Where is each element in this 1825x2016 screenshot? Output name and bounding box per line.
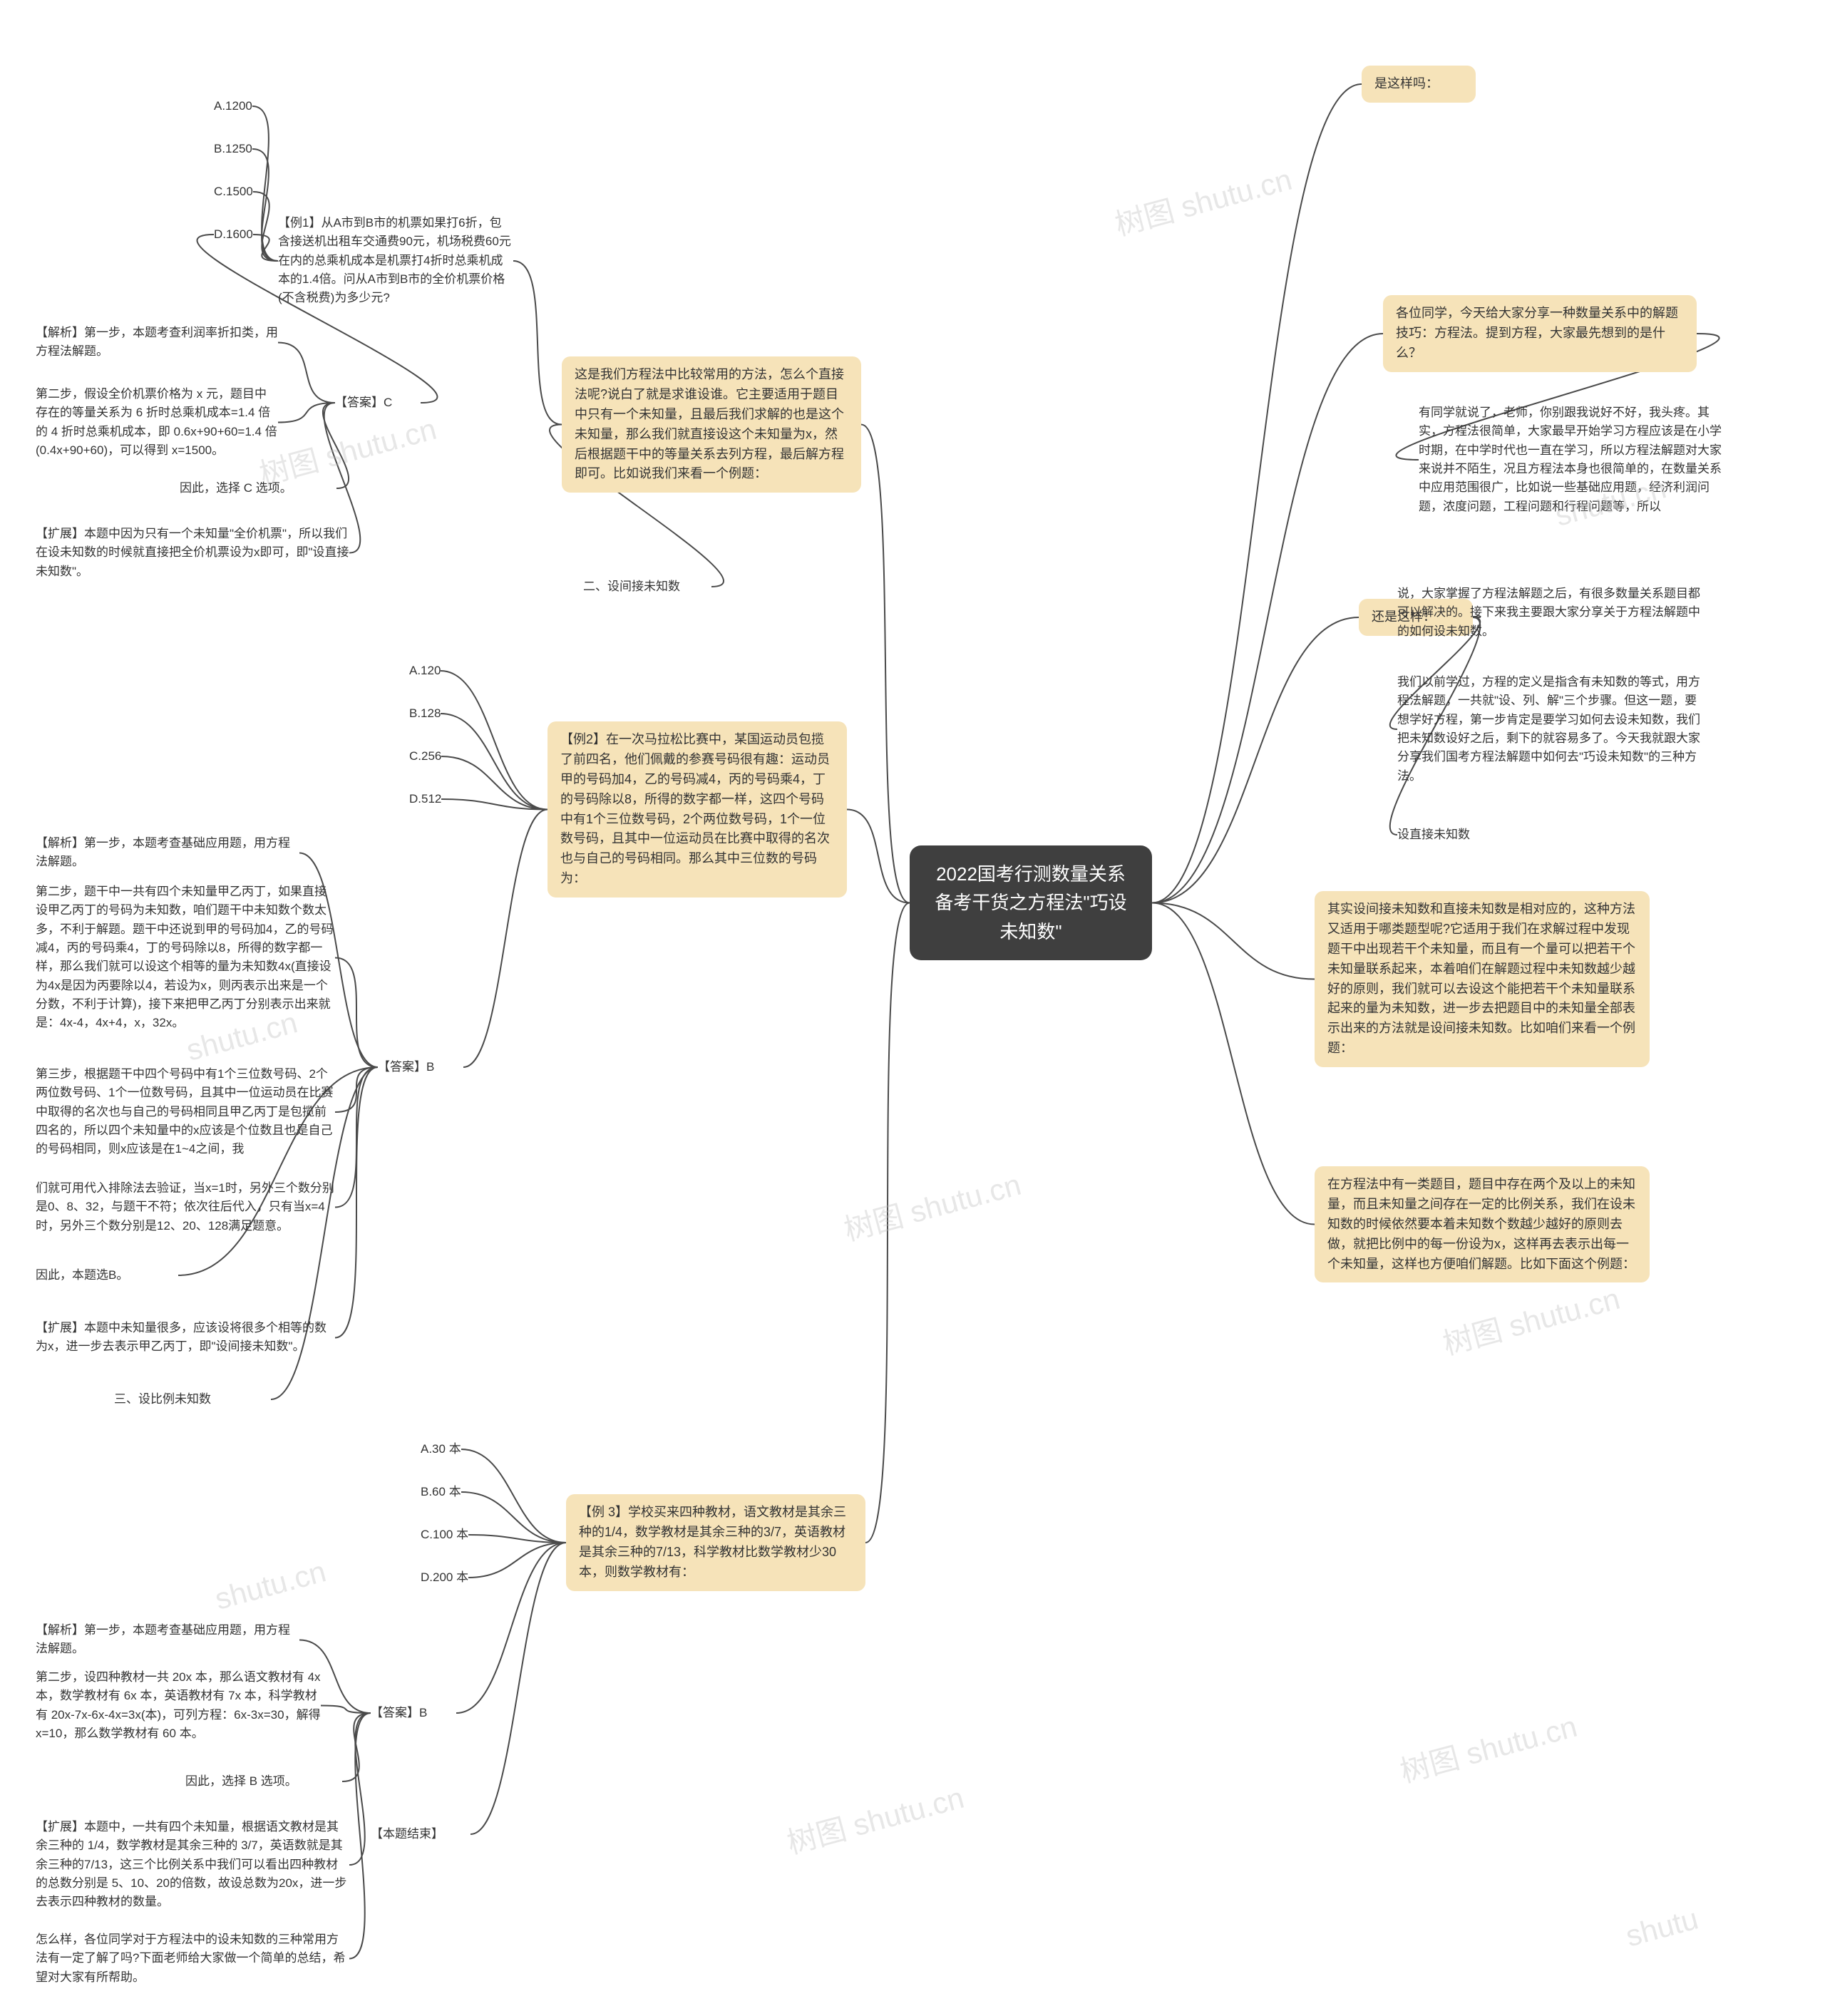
edge [463,810,548,1068]
node-e1c: C.1500 [214,182,253,201]
node-e2f6: 【扩展】本题中未知量很多，应该设将很多个相等的数为x，进一步去表示甲乙丙丁，即"… [36,1319,335,1357]
node-r2: 各位同学，今天给大家分享一种数量关系中的解题技巧：方程法。提到方程，大家最先想到… [1383,295,1697,372]
node-e3f5: 怎么样，各位同学对于方程法中的设未知数的三种常用方法有一定了解了吗?下面老师给大… [36,1930,349,1987]
node-e2ans: 【答案】B [378,1058,463,1076]
node-e1f3: 因此，选择 C 选项。 [180,479,336,498]
node-e2a: A.120 [409,662,441,680]
node-r4: 其实设间接未知数和直接未知数是相对应的，这种方法又适用于哪类题型呢?它适用于我们… [1315,891,1650,1067]
node-r1: 是这样吗： [1362,66,1476,103]
node-e1f4: 【扩展】本题中因为只有一个未知量"全价机票"，所以我们在设未知数的时候就直接把全… [36,525,349,581]
node-e2f4: 们就可用代入排除法去验证，当x=1时，另外三个数分别是0、8、32，与题干不符；… [36,1179,335,1235]
node-r3b: 我们以前学过，方程的定义是指含有未知数的等式，用方程法解题，一共就"设、列、解"… [1397,673,1704,786]
node-e2d: D.512 [409,790,441,808]
node-e3d: D.200 本 [421,1568,468,1587]
node-e2c: C.256 [409,747,441,766]
node-e3b: B.60 本 [421,1483,461,1501]
node-e1stem: 【例1】从A市到B市的机票如果打6折，包含接送机出租车交通费90元，机场税费60… [278,214,513,308]
edge [441,714,548,810]
node-l1t: 二、设间接未知数 [583,577,711,596]
edge [471,1543,566,1834]
node-e2f1: 【解析】第一步，本题考查基础应用题，用方程法解题。 [36,834,299,872]
node-e3c: C.100 本 [421,1526,468,1544]
node-e2f2: 第二步，题干中一共有四个未知量甲乙丙丁，如果直接设甲乙丙丁的号码为未知数，咱们题… [36,883,335,1033]
edge [342,1713,371,1781]
node-e3end: 【本题结束】 [371,1825,471,1843]
edge [323,403,349,488]
edge [441,756,548,810]
node-e2b: B.128 [409,704,441,723]
node-e1a: A.1200 [214,97,252,115]
edge [252,106,278,261]
node-e3f2: 第二步，设四种教材一共 20x 本，那么语文教材有 4x 本，数学教材有 6x … [36,1668,321,1743]
edge [252,149,278,261]
edge [456,1543,566,1713]
node-e1b: B.1250 [214,140,252,158]
edge [1152,903,1315,1225]
node-e1f1: 【解析】第一步，本题考查利润率折扣类，用方程法解题。 [36,324,278,361]
edge [865,903,910,1543]
node-e1ans: 【答案】C [335,394,421,412]
edge [1152,84,1362,903]
node-l3: 【例 3】学校买来四种教材，语文教材是其余三种的1/4，数学教材是其余三种的3/… [566,1494,865,1591]
node-e3f4: 【扩展】本题中，一共有四个未知量，根据语文教材是其余三种的 1/4，数学教材是其… [36,1818,349,1912]
node-e1d: D.1600 [214,225,253,244]
edge [349,1713,371,1959]
edge [461,1449,566,1543]
edge [513,261,562,425]
edge [1152,617,1359,903]
node-e3f3: 因此，选择 B 选项。 [185,1772,342,1791]
node-e2f3: 第三步，根据题干中四个号码中有1个三位数号码、2个两位数号码、1个一位数号码，且… [36,1065,335,1159]
node-l1: 这是我们方程法中比较常用的方法，怎么个直接法呢?说白了就是求谁设谁。它主要适用于… [562,356,861,493]
node-r3a: 说，大家掌握了方程法解题之后，有很多数量关系题目都可以解决的。接下来我主要跟大家… [1397,585,1704,641]
node-e2f7: 三、设比例未知数 [114,1390,271,1409]
center-node: 2022国考行测数量关系备考干货之方程法"巧设未知数" [910,845,1152,960]
edge [861,425,910,903]
node-e3ans: 【答案】B [371,1704,456,1722]
node-l2: 【例2】在一次马拉松比赛中，某国运动员包揽了前四名，他们佩戴的参赛号码很有趣：运… [548,721,847,898]
node-r5: 在方程法中有一类题目，题目中存在两个及以上的未知量，而且未知量之间存在一定的比例… [1315,1166,1650,1282]
node-e1f2: 第二步，假设全价机票价格为 x 元，题目中存在的等量关系为 6 折时总乘机成本=… [36,385,278,460]
node-e3f1: 【解析】第一步，本题考查基础应用题，用方程法解题。 [36,1621,299,1659]
edge [847,810,910,903]
node-r3c: 设直接未知数 [1397,826,1497,844]
node-e3a: A.30 本 [421,1440,461,1459]
node-e2f5: 因此，本题选B。 [36,1266,178,1285]
edge [441,671,548,810]
node-r2a: 有同学就说了，老师，你别跟我说好不好，我头疼。其实，方程法很简单，大家最早开始学… [1419,403,1725,516]
edge [278,343,335,403]
